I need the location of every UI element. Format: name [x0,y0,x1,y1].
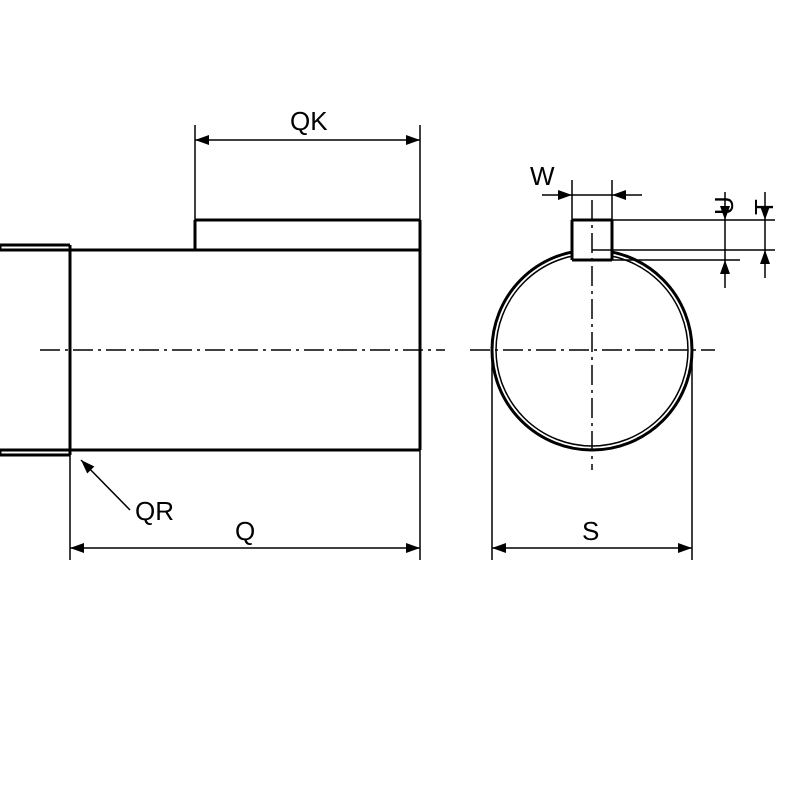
engineering-drawing: QK Q QR W S UT [0,0,800,800]
dim-label-S: S [582,516,599,546]
end-view [470,200,715,470]
dim-label-QR: QR [135,496,174,526]
dim-label-T: T [749,199,779,215]
dim-label-W: W [530,161,555,191]
dim-label-QK: QK [290,106,328,136]
dim-label-Q: Q [235,516,255,546]
side-view [0,220,445,455]
dimensions: QK Q QR W S UT [70,106,779,560]
dim-label-U: U [709,196,739,215]
